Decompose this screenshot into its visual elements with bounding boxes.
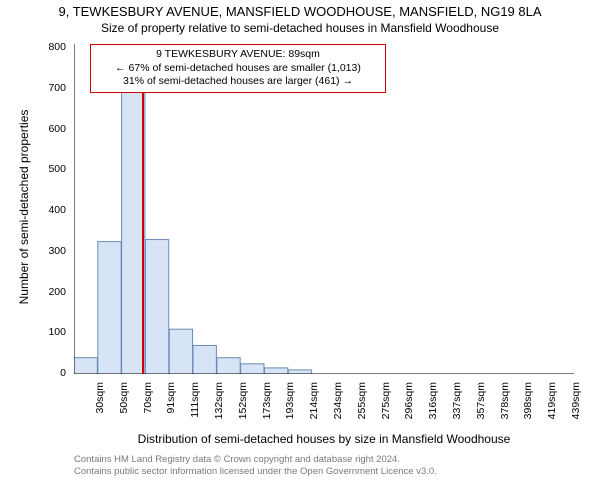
- annotation-line2: ← 67% of semi-detached houses are smalle…: [97, 62, 379, 76]
- x-tick-label: 132sqm: [213, 382, 225, 432]
- y-tick-label: 700: [36, 82, 66, 94]
- annotation-line1: 9 TEWKESBURY AVENUE: 89sqm: [97, 48, 379, 62]
- y-tick-label: 800: [36, 41, 66, 53]
- x-tick-label: 152sqm: [237, 382, 249, 432]
- x-tick-label: 357sqm: [475, 382, 487, 432]
- y-tick-label: 600: [36, 123, 66, 135]
- footer-line2: Contains public sector information licen…: [74, 466, 437, 478]
- x-tick-label: 337sqm: [451, 382, 463, 432]
- x-tick-label: 255sqm: [356, 382, 368, 432]
- x-tick-label: 91sqm: [165, 382, 177, 432]
- x-tick-label: 111sqm: [189, 382, 201, 432]
- y-tick-label: 400: [36, 204, 66, 216]
- annotation-line3: 31% of semi-detached houses are larger (…: [97, 75, 379, 89]
- x-tick-label: 70sqm: [142, 382, 154, 432]
- chart-title: 9, TEWKESBURY AVENUE, MANSFIELD WOODHOUS…: [0, 0, 600, 19]
- footer-line1: Contains HM Land Registry data © Crown c…: [74, 454, 437, 466]
- x-axis-label: Distribution of semi-detached houses by …: [74, 432, 574, 446]
- x-tick-label: 50sqm: [118, 382, 130, 432]
- x-tick-label: 275sqm: [380, 382, 392, 432]
- chart-container: 9, TEWKESBURY AVENUE, MANSFIELD WOODHOUS…: [0, 0, 600, 500]
- x-tick-label: 173sqm: [261, 382, 273, 432]
- y-tick-label: 500: [36, 163, 66, 175]
- x-tick-label: 296sqm: [403, 382, 415, 432]
- y-axis-label: Number of semi-detached properties: [17, 97, 31, 317]
- x-tick-label: 214sqm: [308, 382, 320, 432]
- x-tick-label: 316sqm: [427, 382, 439, 432]
- annotation-box: 9 TEWKESBURY AVENUE: 89sqm ← 67% of semi…: [90, 44, 386, 93]
- footer-attribution: Contains HM Land Registry data © Crown c…: [74, 454, 437, 478]
- x-tick-label: 398sqm: [522, 382, 534, 432]
- chart-subtitle: Size of property relative to semi-detach…: [0, 19, 600, 35]
- y-tick-label: 100: [36, 326, 66, 338]
- y-tick-label: 200: [36, 286, 66, 298]
- x-tick-label: 234sqm: [332, 382, 344, 432]
- y-tick-label: 0: [36, 367, 66, 379]
- x-tick-label: 419sqm: [546, 382, 558, 432]
- x-tick-label: 378sqm: [499, 382, 511, 432]
- x-tick-label: 30sqm: [94, 382, 106, 432]
- y-tick-label: 300: [36, 245, 66, 257]
- x-tick-label: 193sqm: [284, 382, 296, 432]
- histogram-plot: [74, 44, 574, 374]
- x-tick-label: 439sqm: [570, 382, 582, 432]
